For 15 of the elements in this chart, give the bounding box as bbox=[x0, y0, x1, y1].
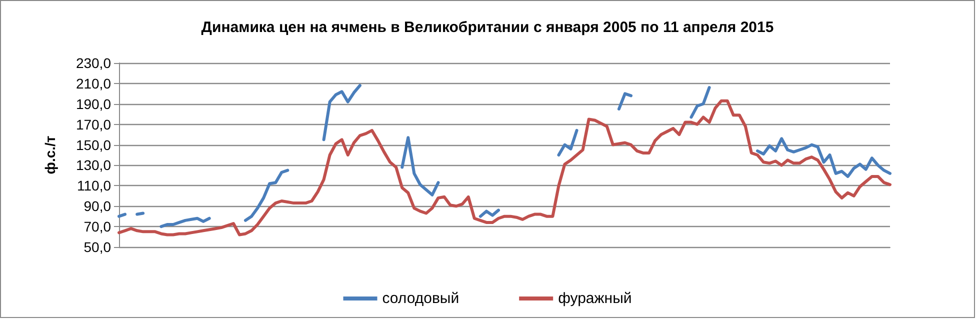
y-tick-label: 90,0 bbox=[84, 198, 112, 214]
y-tick-label: 170,0 bbox=[76, 116, 112, 132]
legend-label: фуражный bbox=[558, 290, 632, 307]
y-tick-label: 130,0 bbox=[76, 157, 112, 174]
y-tick-label: 70,0 bbox=[84, 218, 112, 235]
legend-label: солодовый bbox=[382, 290, 460, 307]
y-axis-title: ф.с./т bbox=[42, 136, 58, 174]
y-tick-label: 230,0 bbox=[76, 55, 112, 71]
y-tick-label: 110,0 bbox=[77, 178, 112, 194]
chart-title: Динамика цен на ячмень в Великобритании с января 2005 по 11 апреля 2015 bbox=[201, 19, 774, 36]
y-tick-label: 190,0 bbox=[76, 96, 112, 112]
y-tick-label: 50,0 bbox=[84, 239, 112, 255]
y-tick-label: 210,0 bbox=[76, 75, 112, 92]
y-tick-label: 150,0 bbox=[76, 136, 112, 153]
line-series bbox=[118, 99, 892, 236]
